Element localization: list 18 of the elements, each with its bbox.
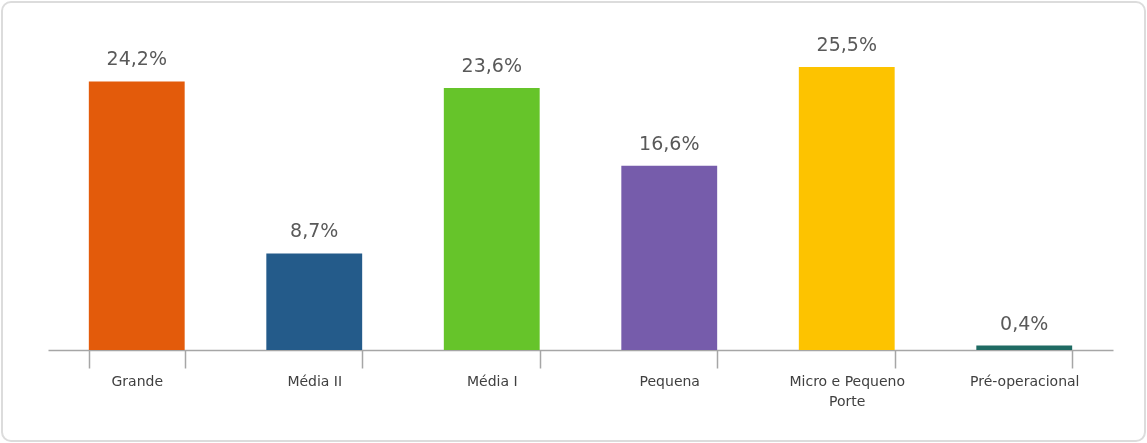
bar (976, 345, 1073, 350)
bar (88, 81, 185, 350)
data-label: 16,6% (639, 131, 700, 154)
x-tick-label: Pequena (639, 372, 700, 389)
x-tick-label: Grande (111, 372, 164, 389)
data-label: 24,2% (106, 47, 167, 70)
x-tick-label: Pré-operacional (970, 372, 1080, 389)
x-tick-label: Média I (466, 372, 518, 389)
bar (798, 67, 895, 350)
bar (266, 253, 363, 350)
bar (621, 165, 718, 350)
data-label: 0,4% (1000, 311, 1049, 334)
data-label: 23,6% (461, 54, 522, 77)
x-tick-label: Micro e Pequeno Porte (789, 372, 906, 409)
x-tick-label: Média II (287, 372, 343, 389)
bar (443, 88, 540, 350)
data-label: 8,7% (290, 219, 339, 242)
data-label: 25,5% (816, 33, 877, 55)
